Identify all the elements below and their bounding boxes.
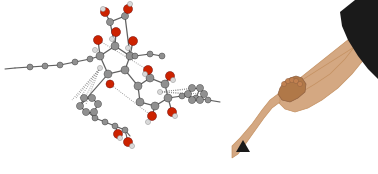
Polygon shape — [328, 12, 378, 64]
Circle shape — [164, 94, 172, 102]
Circle shape — [93, 35, 102, 45]
Circle shape — [147, 112, 156, 121]
Circle shape — [111, 42, 119, 50]
Circle shape — [136, 98, 144, 106]
Circle shape — [290, 77, 294, 82]
Circle shape — [161, 80, 169, 88]
Circle shape — [282, 81, 287, 86]
Circle shape — [57, 62, 63, 68]
Circle shape — [125, 45, 130, 50]
Circle shape — [118, 136, 122, 140]
Circle shape — [98, 65, 102, 70]
Circle shape — [205, 97, 211, 103]
Circle shape — [101, 7, 110, 17]
Circle shape — [127, 2, 133, 6]
Circle shape — [110, 37, 115, 42]
Circle shape — [126, 52, 134, 60]
Circle shape — [94, 101, 102, 108]
Circle shape — [146, 74, 154, 82]
Circle shape — [72, 59, 78, 65]
Circle shape — [121, 13, 129, 19]
Circle shape — [42, 63, 48, 69]
Circle shape — [297, 81, 302, 86]
Circle shape — [189, 97, 195, 104]
Circle shape — [193, 95, 199, 101]
Circle shape — [112, 123, 118, 129]
Circle shape — [172, 113, 178, 118]
Circle shape — [285, 78, 291, 84]
Polygon shape — [340, 0, 378, 79]
Circle shape — [124, 5, 133, 14]
Circle shape — [189, 85, 195, 92]
Circle shape — [132, 53, 138, 59]
Circle shape — [113, 129, 122, 139]
Circle shape — [124, 137, 133, 147]
Circle shape — [81, 94, 87, 101]
Circle shape — [82, 109, 90, 116]
Circle shape — [293, 78, 299, 84]
Circle shape — [167, 108, 177, 117]
Circle shape — [147, 51, 153, 57]
Circle shape — [134, 82, 142, 90]
Circle shape — [197, 97, 203, 104]
Circle shape — [166, 72, 175, 81]
Circle shape — [112, 27, 121, 37]
Circle shape — [88, 94, 96, 101]
Circle shape — [101, 6, 105, 11]
Circle shape — [129, 37, 138, 45]
Circle shape — [87, 56, 93, 62]
Polygon shape — [232, 94, 280, 158]
Polygon shape — [280, 88, 330, 102]
Circle shape — [92, 115, 98, 121]
Circle shape — [200, 90, 208, 97]
Circle shape — [76, 102, 84, 109]
Circle shape — [27, 64, 33, 70]
Circle shape — [170, 77, 175, 82]
Circle shape — [130, 144, 135, 148]
Circle shape — [122, 127, 128, 133]
Polygon shape — [236, 140, 250, 152]
Polygon shape — [278, 16, 378, 112]
Circle shape — [151, 102, 159, 110]
Circle shape — [158, 89, 163, 94]
Circle shape — [197, 85, 203, 92]
Circle shape — [146, 120, 150, 125]
Circle shape — [143, 72, 147, 77]
Circle shape — [159, 53, 165, 59]
Circle shape — [102, 119, 108, 125]
Circle shape — [144, 65, 152, 74]
Circle shape — [96, 52, 104, 60]
Circle shape — [106, 80, 114, 88]
Polygon shape — [278, 76, 306, 102]
Circle shape — [104, 70, 112, 78]
Circle shape — [90, 109, 98, 116]
Circle shape — [107, 18, 113, 26]
Circle shape — [184, 90, 192, 97]
Circle shape — [179, 93, 185, 99]
Circle shape — [93, 48, 98, 53]
Circle shape — [121, 66, 129, 74]
